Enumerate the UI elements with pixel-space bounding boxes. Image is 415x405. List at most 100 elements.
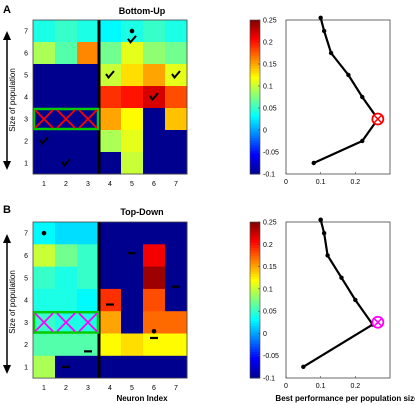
y-tick-label: 2 <box>24 139 28 146</box>
heatmap-cell <box>55 20 78 43</box>
panel-label-a: A <box>3 4 11 16</box>
heatmap-cell <box>121 130 144 153</box>
heatmap-cell <box>143 42 166 65</box>
colorbar-segment <box>250 153 260 157</box>
colorbar-segment <box>250 48 260 52</box>
colorbar-segment <box>250 55 260 59</box>
colorbar-segment <box>250 166 260 170</box>
colorbar-segment <box>250 331 260 335</box>
colorbar-segment <box>250 341 260 345</box>
colorbar-segment <box>250 140 260 144</box>
heatmap-frame <box>32 19 188 175</box>
heatmap-cell <box>99 244 122 267</box>
heatmap-cell <box>143 64 166 87</box>
line-point <box>360 94 365 100</box>
colorbar-segment <box>250 117 260 121</box>
colorbar-segment <box>250 81 260 85</box>
colorbar-b: 0.25 0.2 0.15 0.1 0.05 0 -0.05 -0.1 <box>249 220 279 383</box>
heatmap-cell <box>77 288 100 312</box>
x-tick-label: 7 <box>174 385 178 392</box>
colorbar-segment <box>250 339 260 343</box>
y-tick-label: 1 <box>24 364 28 371</box>
heatmap-cell <box>121 108 144 131</box>
heatmap-cell <box>33 86 56 109</box>
colorbar-segment <box>250 344 260 348</box>
heatmap-cell <box>121 222 144 245</box>
colorbar-segment <box>250 292 260 296</box>
heatmap-cell <box>99 152 122 175</box>
dot-mark <box>151 328 157 334</box>
colorbar-segment <box>250 122 260 126</box>
colorbar-tick-label: 0.2 <box>263 40 273 47</box>
heatmap-cell <box>99 86 122 109</box>
heatmap-b: 1 2 3 4 5 6 7 1 2 3 4 5 6 7 <box>24 221 188 392</box>
y-tick-label: 3 <box>24 320 28 327</box>
colorbar-tick-label: 0.15 <box>263 62 277 69</box>
check-mark <box>127 35 137 44</box>
heatmap-cell <box>77 244 100 267</box>
heatmap-cell <box>165 311 188 334</box>
line-series <box>313 17 380 165</box>
colorbar-segment <box>250 130 260 134</box>
colorbar-segment <box>250 104 260 108</box>
colorbar-segment <box>250 253 260 257</box>
cross-mark <box>34 312 54 333</box>
colorbar-segment <box>250 22 260 26</box>
colorbar-tick-label: 0.2 <box>263 242 273 249</box>
colorbar-segment <box>250 297 260 301</box>
colorbar-segment <box>250 94 260 98</box>
dot-mark <box>41 230 47 236</box>
heatmap-cell <box>121 86 144 109</box>
panel-label-b: B <box>3 204 11 216</box>
colorbar-segment <box>250 307 260 311</box>
colorbar-segment <box>250 163 260 167</box>
colorbar-segment <box>250 71 260 75</box>
colorbar-segment <box>250 255 260 259</box>
x-tick-label: 1 <box>42 385 46 392</box>
colorbar-segment <box>250 375 260 379</box>
colorbar-segment <box>250 37 260 42</box>
heatmap-title-b: Top-Down <box>120 207 163 217</box>
colorbar-tick-label: 0 <box>263 331 267 338</box>
colorbar-segment <box>250 58 260 62</box>
line-x-tick-label: 0 <box>284 179 288 186</box>
x-tick-label: 2 <box>64 385 68 392</box>
line-point <box>311 160 316 166</box>
heatmap-cell <box>143 152 166 175</box>
heatmap-cell <box>55 42 78 65</box>
heatmap-cell <box>165 86 188 109</box>
colorbar-segment <box>250 79 260 83</box>
heatmap-cell <box>33 152 56 175</box>
colorbar-segment <box>250 114 260 119</box>
heatmap-a: 1 2 3 4 5 6 7 1 2 3 4 5 6 7 <box>24 19 188 188</box>
best-point-cross <box>373 114 382 124</box>
colorbar-segment <box>250 73 260 77</box>
colorbar-tick-label: 0.15 <box>263 264 277 271</box>
heatmap-cell <box>121 266 144 290</box>
x-tick-label: 2 <box>64 181 68 188</box>
colorbar-segment <box>250 336 260 340</box>
heatmap-cell <box>99 20 122 43</box>
heatmap-cell <box>121 152 144 175</box>
colorbar-tick-label: 0.1 <box>263 84 273 91</box>
heatmap-cell <box>77 42 100 65</box>
heatmap-cell <box>143 130 166 153</box>
x-tick-label: 3 <box>86 385 90 392</box>
heatmap-cell <box>165 355 188 379</box>
colorbar-segment <box>250 143 260 147</box>
heatmap-cell <box>165 244 188 267</box>
colorbar-segment <box>250 68 260 72</box>
colorbar-segment <box>250 76 260 80</box>
colorbar-segment <box>250 150 260 154</box>
line-axes-frame <box>285 221 391 379</box>
colorbar-segment <box>250 357 260 361</box>
colorbar-segment <box>250 50 260 54</box>
heatmap-cell <box>55 64 78 87</box>
heatmap-cell <box>99 333 122 357</box>
colorbar-segment <box>250 235 260 239</box>
cross-mark <box>78 109 98 129</box>
check-mark <box>149 92 159 102</box>
colorbar-frame <box>249 19 261 175</box>
heatmap-cell <box>77 333 100 357</box>
colorbar-segment <box>250 63 260 67</box>
